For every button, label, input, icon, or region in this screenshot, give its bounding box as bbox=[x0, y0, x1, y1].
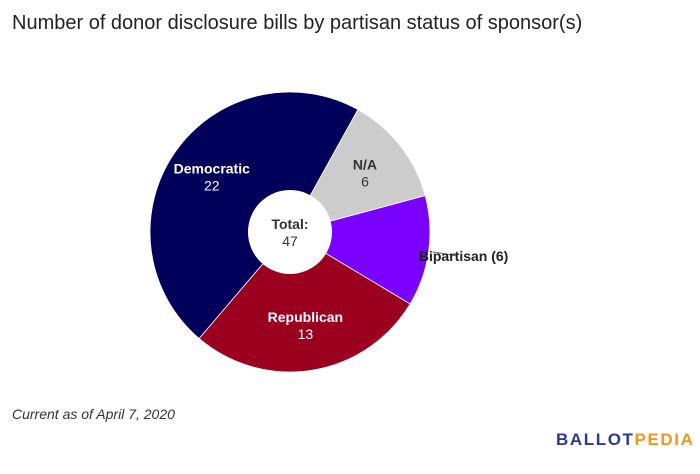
slice-value-republican: 13 bbox=[298, 326, 314, 342]
chart-title: Number of donor disclosure bills by part… bbox=[12, 12, 583, 34]
slice-label-bipartisan: Bipartisan (6) bbox=[419, 248, 508, 264]
logo-part-2: PEDIA bbox=[634, 430, 695, 449]
ballotpedia-logo: BALLOTPEDIA bbox=[556, 430, 695, 450]
center-total-value: 47 bbox=[282, 233, 298, 249]
logo-part-1: BALLOT bbox=[556, 430, 635, 449]
leader-line-bipartisan bbox=[432, 251, 458, 257]
slice-republican bbox=[198, 231, 411, 373]
slice-label-republican: Republican bbox=[268, 309, 343, 325]
footnote: Current as of April 7, 2020 bbox=[12, 406, 175, 422]
slice-label-n-a: N/A bbox=[353, 156, 377, 172]
slice-value-n-a: 6 bbox=[361, 173, 369, 189]
center-total-label: Total: bbox=[271, 216, 308, 232]
slice-label-democratic: Democratic bbox=[174, 161, 250, 177]
donut-hole bbox=[248, 190, 332, 274]
slice-value-democratic: 22 bbox=[204, 178, 220, 194]
slice-n-a bbox=[289, 109, 426, 233]
